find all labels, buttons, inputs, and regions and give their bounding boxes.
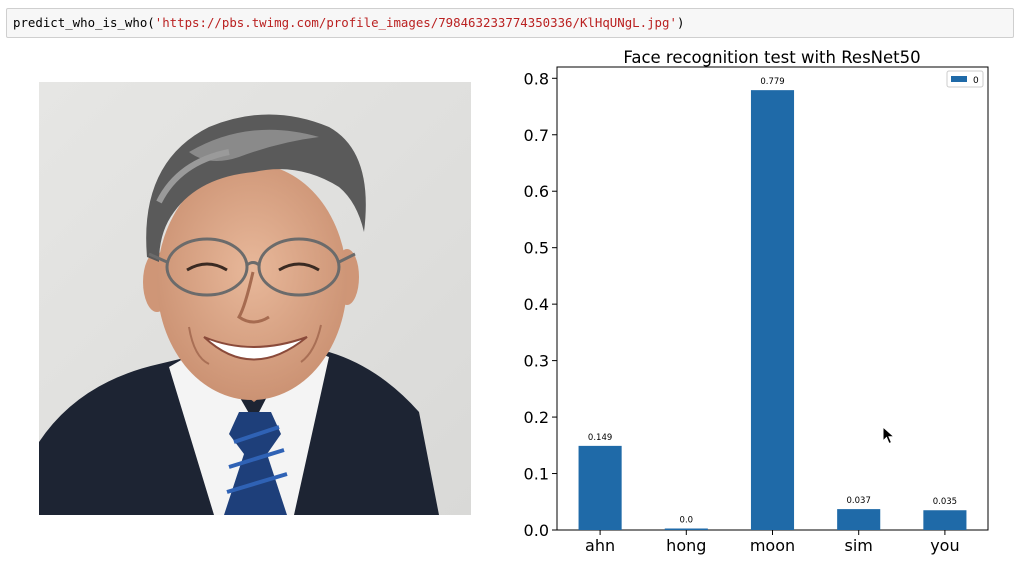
legend-swatch (951, 76, 967, 82)
y-tick-label: 0.4 (524, 295, 549, 314)
x-tick-label: sim (845, 536, 873, 555)
chart-title: Face recognition test with ResNet50 (623, 48, 920, 67)
y-tick-label: 0.5 (524, 239, 549, 258)
x-tick-label: moon (750, 536, 795, 555)
y-tick-label: 0.1 (524, 465, 549, 484)
y-tick-label: 0.8 (524, 69, 549, 88)
data-label: 0.0 (680, 516, 694, 526)
bar-moon (750, 90, 795, 531)
y-tick-label: 0.7 (524, 126, 549, 145)
code-cell[interactable]: predict_who_is_who('https://pbs.twimg.co… (6, 8, 1014, 38)
bar-you (923, 510, 967, 530)
data-label: 0.035 (933, 497, 957, 507)
bar-chart: Face recognition test with ResNet50 0.00… (524, 48, 989, 555)
image-url-string: 'https://pbs.twimg.com/profile_images/79… (154, 15, 677, 30)
x-tick-label: you (930, 536, 959, 555)
bar-sim (837, 509, 881, 530)
y-tick-label: 0.3 (524, 352, 549, 371)
bar-hong (664, 528, 708, 530)
data-label: 0.149 (588, 433, 612, 443)
chart-legend: 0 (946, 70, 984, 88)
bars (578, 90, 967, 531)
portrait-photo (39, 82, 471, 515)
close-paren: ) (676, 15, 685, 30)
data-label: 0.037 (847, 496, 871, 506)
y-axis: 0.0 0.1 0.2 0.3 0.4 0.5 0.6 0.7 0.8 (524, 69, 557, 540)
bar-ahn (578, 445, 622, 530)
data-label: 0.779 (760, 77, 784, 87)
open-paren: ( (147, 15, 155, 30)
function-name: predict_who_is_who (13, 15, 148, 30)
y-tick-label: 0.0 (524, 521, 549, 540)
legend-label: 0 (973, 76, 979, 86)
mouse-cursor-icon (882, 426, 896, 445)
y-tick-label: 0.2 (524, 408, 549, 427)
x-axis: ahn hong moon sim you (585, 530, 960, 555)
x-tick-label: ahn (585, 536, 615, 555)
y-tick-label: 0.6 (524, 182, 549, 201)
data-labels: 0.149 0.0 0.779 0.037 0.035 (588, 77, 957, 525)
x-tick-label: hong (666, 536, 706, 555)
